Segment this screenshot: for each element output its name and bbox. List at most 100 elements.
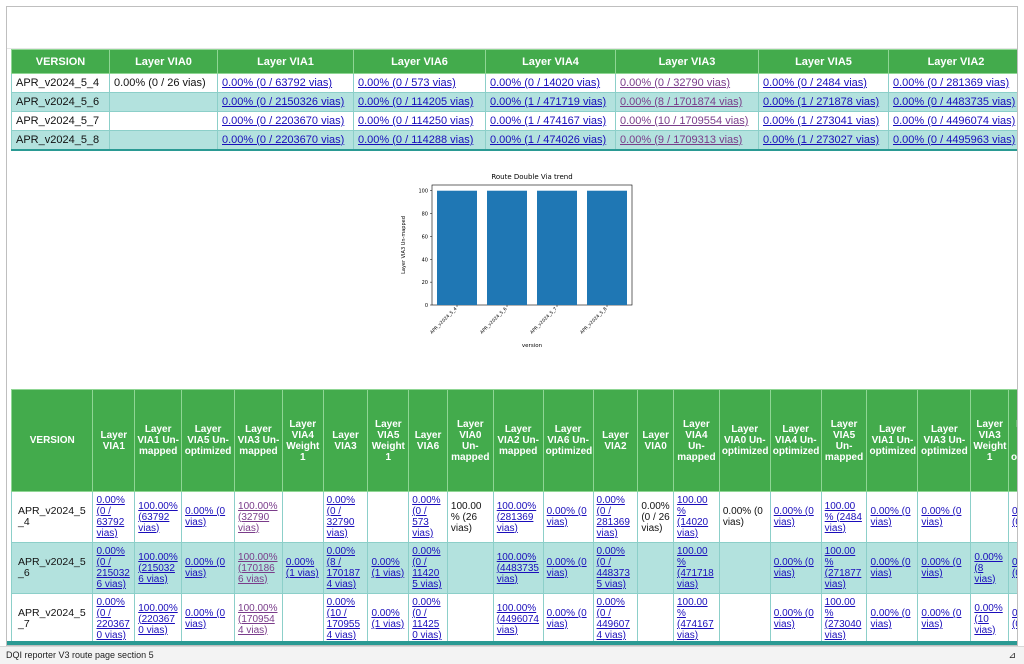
cell-link[interactable]: 0.00% (0 vias) <box>773 608 814 630</box>
cell-link[interactable]: 0.00% (0 vias) <box>1012 557 1018 579</box>
cell-link[interactable]: 100.00% (2484 vias) <box>824 500 862 534</box>
cell-link[interactable]: 0.00% (0 vias) <box>185 557 226 579</box>
cell-link[interactable]: 0.00% (8 / 1701874 vias) <box>620 96 743 108</box>
cell-link[interactable]: 0.00% (0 / 2484 vias) <box>763 77 867 89</box>
cell-link[interactable]: 0.00% (0 vias) <box>773 506 814 528</box>
cell-link[interactable]: 0.00% (0 / 14020 vias) <box>490 77 601 89</box>
resize-grip-icon[interactable]: ⊿ <box>1008 650 1016 660</box>
column-header[interactable]: Layer VIA2 <box>592 389 639 492</box>
cell-link[interactable]: 0.00% (1 / 271878 vias) <box>763 96 880 108</box>
column-header[interactable]: Layer VIA2 <box>888 49 1017 74</box>
cell-link[interactable]: 0.00% (8 vias) <box>974 551 1003 585</box>
cell-link[interactable]: 0.00% (0 vias) <box>773 557 814 579</box>
cell-link[interactable]: 0.00% (0 vias) <box>546 557 587 579</box>
cell-link[interactable]: 0.00% (9 / 1709313 vias) <box>620 133 743 146</box>
cell-link[interactable]: 0.00% (0 vias) <box>546 506 587 528</box>
cell-link[interactable]: 100.00% (1701866 vias) <box>238 551 278 585</box>
cell-link[interactable]: 0.00% (0 / 4496074 vias) <box>893 115 1016 127</box>
cell-link[interactable]: 0.00% (0 / 281369 vias) <box>893 77 1010 89</box>
cell-link[interactable]: 0.00% (0 vias) <box>921 506 962 528</box>
cell-link[interactable]: 0.00% (0 / 114205 vias) <box>412 546 442 590</box>
column-header[interactable]: Layer VIA3 Un-mapped <box>234 389 283 492</box>
column-header[interactable]: Layer VIA4 Weight 1 <box>281 389 324 492</box>
cell-link[interactable]: 100.00% (14020 vias) <box>676 495 709 539</box>
column-header[interactable]: Layer VIA4 Un-optimized <box>769 389 822 492</box>
column-header[interactable]: Layer VIA6 Un-optimized <box>542 389 594 492</box>
cell-link[interactable]: 0.00% (1 / 273027 vias) <box>763 133 880 146</box>
cell-link[interactable]: 0.00% (0 / 4496074 vias) <box>596 597 630 641</box>
cell-link[interactable]: 0.00% (1 vias) <box>371 557 405 579</box>
cell-link[interactable]: 0.00% (1 / 474167 vias) <box>490 115 607 127</box>
cell-link[interactable]: 0.00% (0 vias) <box>546 608 587 630</box>
cell-link[interactable]: 0.00% (0 / 281369 vias) <box>596 495 630 539</box>
cell-link[interactable]: 0.00% (0 vias) <box>870 506 911 528</box>
cell-link[interactable]: 0.00% (0 / 32790 vias) <box>326 495 355 539</box>
cell-link[interactable]: 0.00% (0 / 4495963 vias) <box>893 133 1016 146</box>
column-header[interactable]: Layer VIA3 Weight 1 <box>970 389 1010 492</box>
cell-link[interactable]: 100.00% (271877 vias) <box>824 546 862 590</box>
cell-link[interactable]: 0.00% (0 / 2150326 vias) <box>222 96 345 108</box>
cell-link[interactable]: 0.00% (0 / 2203670 vias) <box>96 597 130 641</box>
cell-link[interactable]: 100.00% (32790 vias) <box>238 500 278 534</box>
cell-link[interactable]: 0.00% (0 / 573 vias) <box>412 495 441 539</box>
column-header[interactable]: Layer VIA3 <box>322 389 369 492</box>
cell-link[interactable]: 100.00% (281369 vias) <box>496 500 537 534</box>
cell-link[interactable]: 100.00% (1709544 vias) <box>238 602 278 636</box>
column-header[interactable]: Layer VIA5 Un-optimized <box>181 389 236 492</box>
cell-link[interactable]: 100.00% (2150326 vias) <box>138 551 178 585</box>
cell-link[interactable]: 0.00% (1 / 474026 vias) <box>490 133 607 146</box>
cell-link[interactable]: 100.00% (2203670 vias) <box>138 602 178 636</box>
column-header[interactable]: Layer VIA2 Un-mapped <box>492 389 544 492</box>
cell-link[interactable]: 0.00% (0 / 4483735 vias) <box>893 96 1016 108</box>
cell-link[interactable]: 0.00% (1 / 273041 vias) <box>763 115 880 127</box>
column-header[interactable]: Layer VIA6 <box>353 49 486 74</box>
column-header[interactable]: Layer VIA4 <box>485 49 616 74</box>
column-header[interactable]: Layer VIA5 Un-mapped <box>820 389 868 492</box>
cell-link[interactable]: 0.00% (0 / 32790 vias) <box>620 77 731 89</box>
cell-link[interactable]: 0.00% (0 vias) <box>1012 608 1018 630</box>
cell-link[interactable]: 0.00% (1 vias) <box>371 608 405 630</box>
cell-link[interactable]: 0.00% (1 vias) <box>285 557 319 579</box>
cell-link[interactable]: 0.00% (10 vias) <box>974 602 1003 636</box>
cell-link[interactable]: 0.00% (1 / 471719 vias) <box>490 96 607 108</box>
column-header[interactable]: Layer VIA6 <box>408 389 448 492</box>
cell-link[interactable]: 0.00% (0 / 114250 vias) <box>358 115 474 127</box>
cell-link[interactable]: 0.00% (0 / 114288 vias) <box>358 133 474 146</box>
column-header[interactable]: Layer VIA0 Un-optimized <box>718 389 771 492</box>
column-header[interactable]: Layer VIA5 Weight 1 <box>367 389 410 492</box>
column-header[interactable]: VERSION <box>11 49 110 74</box>
cell-link[interactable]: 0.00% (0 / 63792 vias) <box>96 495 125 539</box>
cell-link[interactable]: 0.00% (8 / 1701874 vias) <box>326 546 361 590</box>
column-header[interactable]: Layer VIA1 Un-mapped <box>134 389 183 492</box>
column-header[interactable]: Layer VIA1 <box>217 49 354 74</box>
cell-link[interactable]: 0.00% (0 vias) <box>921 608 962 630</box>
cell-link[interactable]: 0.00% (0 vias) <box>921 557 962 579</box>
column-header[interactable]: Layer VIA3 Un-optimized <box>917 389 972 492</box>
column-header[interactable]: Layer VIA1 Un-optimized <box>866 389 919 492</box>
cell-link[interactable]: 0.00% (0 / 2203670 vias) <box>222 133 345 146</box>
column-header[interactable]: Layer VIA0 Un-mapped <box>446 389 494 492</box>
column-header[interactable]: Layer VIA4 Un-mapped <box>672 389 720 492</box>
column-header[interactable]: VERSION <box>10 389 94 492</box>
column-header[interactable]: Layer VIA1 <box>92 389 136 492</box>
column-header[interactable]: Layer VIA0 <box>109 49 218 74</box>
cell-link[interactable]: 100.00% (273040 vias) <box>824 597 862 641</box>
cell-link[interactable]: 100.00% (63792 vias) <box>138 500 178 534</box>
cell-link[interactable]: 0.00% (0 / 2203670 vias) <box>222 115 345 127</box>
cell-link[interactable]: 0.00% (0 / 114205 vias) <box>358 96 474 108</box>
cell-link[interactable]: 100.00% (471718 vias) <box>676 546 714 590</box>
cell-link[interactable]: 0.00% (0 / 63792 vias) <box>222 77 333 89</box>
column-header[interactable]: Layer VIA2 Un-optimized <box>1008 389 1017 492</box>
cell-link[interactable]: 0.00% (0 / 114250 vias) <box>412 597 442 641</box>
cell-link[interactable]: 0.00% (0 vias) <box>1012 506 1018 528</box>
column-header[interactable]: Layer VIA0 <box>637 389 674 492</box>
cell-link[interactable]: 100.00% (474167 vias) <box>676 597 714 641</box>
cell-link[interactable]: 0.00% (0 / 4483735 vias) <box>596 546 630 590</box>
column-header[interactable]: Layer VIA3 <box>615 49 759 74</box>
cell-link[interactable]: 0.00% (0 vias) <box>870 557 911 579</box>
cell-link[interactable]: 0.00% (10 / 1709554 vias) <box>326 597 361 641</box>
cell-link[interactable]: 0.00% (0 vias) <box>185 506 226 528</box>
column-header[interactable]: Layer VIA5 <box>758 49 889 74</box>
cell-link[interactable]: 100.00% (4496074 vias) <box>496 602 539 636</box>
cell-link[interactable]: 0.00% (0 vias) <box>185 608 226 630</box>
